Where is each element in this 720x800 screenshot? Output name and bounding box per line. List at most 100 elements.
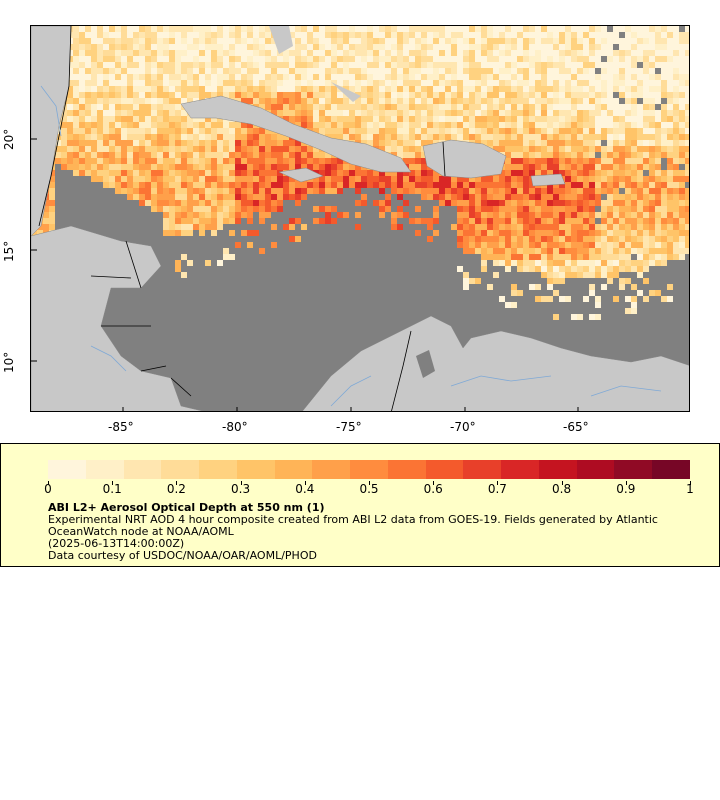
aod-cell bbox=[661, 74, 667, 80]
aod-cell bbox=[313, 164, 319, 170]
aod-cell bbox=[517, 134, 523, 140]
aod-cell bbox=[133, 92, 139, 98]
aod-cell bbox=[235, 242, 241, 248]
aod-cell bbox=[391, 38, 397, 44]
aod-cell bbox=[475, 242, 481, 248]
aod-cell bbox=[403, 62, 409, 68]
aod-cell bbox=[661, 116, 667, 122]
aod-cell bbox=[379, 200, 385, 206]
aod-cell bbox=[463, 56, 469, 62]
aod-cell bbox=[643, 68, 649, 74]
aod-cell bbox=[577, 170, 583, 176]
aod-cell bbox=[103, 26, 109, 32]
colorbar-tick bbox=[561, 481, 563, 485]
aod-map bbox=[30, 25, 690, 412]
aod-cell bbox=[505, 266, 511, 272]
aod-cell bbox=[295, 80, 301, 86]
aod-cell bbox=[679, 98, 685, 104]
aod-cell bbox=[337, 92, 343, 98]
aod-cell bbox=[217, 212, 223, 218]
aod-cell bbox=[283, 92, 289, 98]
aod-cell bbox=[373, 98, 379, 104]
aod-cell bbox=[619, 254, 625, 260]
aod-cell bbox=[457, 80, 463, 86]
aod-cell bbox=[445, 38, 451, 44]
aod-cell bbox=[499, 260, 505, 266]
aod-cell bbox=[463, 242, 469, 248]
aod-cell bbox=[157, 200, 163, 206]
aod-cell bbox=[499, 188, 505, 194]
aod-cell bbox=[199, 128, 205, 134]
aod-cell bbox=[679, 44, 685, 50]
aod-cell bbox=[223, 62, 229, 68]
aod-cell bbox=[301, 56, 307, 62]
aod-cell bbox=[127, 182, 133, 188]
aod-cell bbox=[529, 206, 535, 212]
aod-cell bbox=[631, 32, 637, 38]
aod-cell bbox=[385, 44, 391, 50]
aod-cell bbox=[433, 134, 439, 140]
aod-cell bbox=[259, 56, 265, 62]
aod-cell bbox=[547, 92, 553, 98]
colorbar-tick-label: 0.9 bbox=[616, 482, 636, 496]
aod-cell bbox=[541, 56, 547, 62]
aod-cell bbox=[433, 56, 439, 62]
aod-cell bbox=[373, 140, 379, 146]
aod-cell bbox=[565, 296, 571, 302]
aod-cell bbox=[481, 218, 487, 224]
aod-cell bbox=[505, 50, 511, 56]
aod-cell bbox=[421, 68, 427, 74]
aod-cell bbox=[637, 194, 643, 200]
aod-cell bbox=[121, 74, 127, 80]
aod-cell bbox=[625, 254, 631, 260]
aod-cell bbox=[625, 242, 631, 248]
aod-cell bbox=[649, 104, 655, 110]
aod-cell bbox=[493, 254, 499, 260]
aod-cell bbox=[577, 224, 583, 230]
aod-cell bbox=[667, 284, 673, 290]
aod-cell bbox=[409, 62, 415, 68]
aod-cell bbox=[145, 134, 151, 140]
aod-cell bbox=[163, 80, 169, 86]
aod-cell bbox=[565, 248, 571, 254]
aod-cell bbox=[271, 62, 277, 68]
aod-cell bbox=[313, 104, 319, 110]
aod-cell bbox=[163, 98, 169, 104]
aod-cell bbox=[655, 26, 661, 32]
aod-cell bbox=[277, 86, 283, 92]
aod-cell bbox=[589, 152, 595, 158]
aod-cell bbox=[175, 260, 181, 266]
aod-cell bbox=[289, 194, 295, 200]
aod-cell bbox=[541, 86, 547, 92]
aod-cell bbox=[235, 68, 241, 74]
aod-cell bbox=[445, 200, 451, 206]
aod-cell bbox=[475, 80, 481, 86]
aod-cell bbox=[589, 158, 595, 164]
aod-cell bbox=[241, 128, 247, 134]
aod-cell bbox=[577, 116, 583, 122]
aod-cell bbox=[349, 26, 355, 32]
aod-cell bbox=[511, 242, 517, 248]
aod-cell bbox=[115, 170, 121, 176]
aod-cell bbox=[85, 104, 91, 110]
aod-cell bbox=[361, 32, 367, 38]
aod-cell bbox=[181, 62, 187, 68]
aod-cell bbox=[115, 68, 121, 74]
aod-cell bbox=[175, 146, 181, 152]
aod-cell bbox=[403, 110, 409, 116]
aod-cell bbox=[85, 128, 91, 134]
aod-cell bbox=[439, 134, 445, 140]
aod-cell bbox=[229, 32, 235, 38]
aod-cell bbox=[631, 80, 637, 86]
aod-cell bbox=[229, 158, 235, 164]
aod-cell bbox=[313, 158, 319, 164]
aod-cell bbox=[397, 80, 403, 86]
aod-cell bbox=[655, 170, 661, 176]
aod-cell bbox=[79, 146, 85, 152]
aod-cell bbox=[661, 110, 667, 116]
aod-cell bbox=[469, 236, 475, 242]
aod-cell bbox=[385, 68, 391, 74]
aod-cell bbox=[223, 86, 229, 92]
aod-cell bbox=[241, 230, 247, 236]
aod-cell bbox=[307, 146, 313, 152]
